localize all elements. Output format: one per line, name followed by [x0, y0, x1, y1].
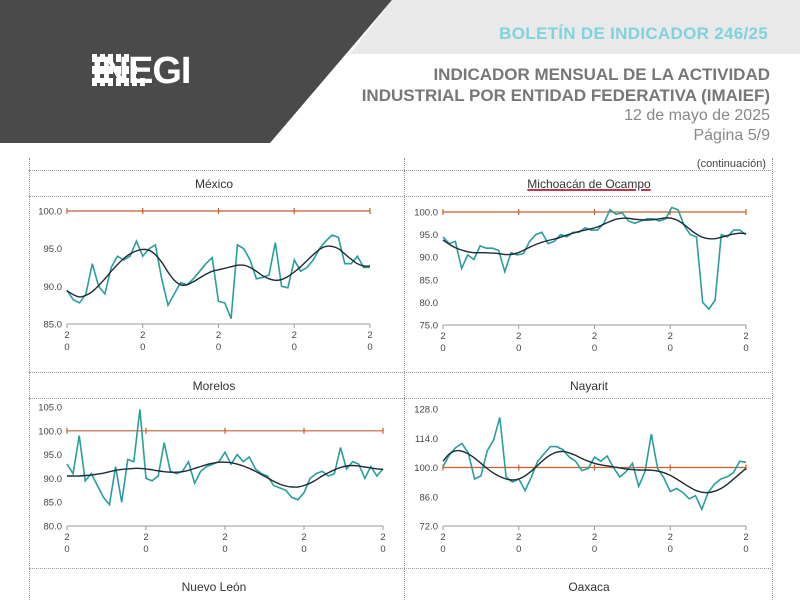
x-tick-label: 0: [143, 544, 148, 555]
y-tick-label: 95.0: [44, 244, 63, 255]
x-tick-label: 2: [216, 330, 221, 341]
y-tick-label: 80.0: [420, 298, 439, 309]
row-divider: [29, 372, 771, 373]
y-tick-label: 85.0: [44, 320, 63, 331]
logo-text: INEGI: [92, 50, 191, 92]
header-banner: [0, 0, 800, 143]
y-tick-label: 75.0: [420, 321, 439, 332]
x-tick-label: 0: [440, 343, 445, 354]
series-original: [442, 206, 747, 311]
row-divider: [29, 196, 771, 197]
x-tick-label: 0: [516, 343, 521, 354]
bulletin-number: BOLETÍN DE INDICADOR 246/25: [499, 24, 768, 43]
y-tick-label: 128.0: [414, 405, 438, 416]
chart-title-oaxaca: Oaxaca: [568, 580, 610, 594]
x-tick-label: 2: [592, 532, 597, 543]
x-tick-label: 2: [367, 330, 372, 341]
x-tick-label: 2: [64, 330, 69, 341]
series-trend: [442, 449, 747, 494]
y-tick-label: 72.0: [420, 522, 439, 533]
header-light-band: [350, 0, 800, 54]
x-tick-label: 2: [668, 532, 673, 543]
report-title-line1: INDICADOR MENSUAL DE LA ACTIVIDAD: [433, 65, 770, 84]
chart-title-mexico: México: [194, 177, 233, 191]
series-trend: [442, 217, 747, 256]
y-tick-label: 90.0: [44, 474, 63, 485]
y-tick-label: 105.0: [38, 403, 62, 414]
x-tick-label: 2: [668, 331, 673, 342]
y-tick-label: 80.0: [44, 522, 63, 533]
x-tick-label: 2: [380, 532, 385, 543]
continuation-note: (continuación): [696, 158, 766, 170]
header-shapes: [0, 0, 800, 143]
x-tick-label: 0: [668, 544, 673, 555]
chart-title-morelos: Morelos: [192, 379, 236, 393]
y-tick-label: 100.0: [38, 426, 62, 437]
y-tick-label: 100.0: [414, 463, 438, 474]
x-tick-label: 0: [380, 544, 385, 555]
x-tick-label: 2: [292, 330, 297, 341]
x-tick-label: 0: [743, 343, 748, 354]
header-dark-panel: [0, 0, 392, 143]
chart-title-nuevo-leon: Nuevo León: [181, 580, 247, 594]
report-date: 12 de mayo de 2025: [624, 107, 770, 124]
x-tick-label: 2: [516, 532, 521, 543]
x-tick-label: 0: [516, 544, 521, 555]
row-divider: [29, 170, 771, 171]
y-tick-label: 90.0: [44, 282, 63, 293]
x-tick-label: 0: [292, 342, 297, 353]
chart-title-michoacan: Michoacán de Ocampo: [527, 177, 651, 191]
x-tick-label: 0: [592, 544, 597, 555]
x-tick-label: 0: [222, 544, 227, 555]
page-number: Página 5/9: [693, 127, 770, 144]
y-tick-label: 90.0: [420, 253, 439, 264]
x-tick-label: 0: [367, 342, 372, 353]
x-tick-label: 0: [668, 343, 673, 354]
x-tick-label: 2: [140, 330, 145, 341]
y-tick-label: 100.0: [414, 208, 438, 219]
x-tick-label: 2: [143, 532, 148, 543]
row-divider: [29, 568, 771, 569]
series-trend: [66, 461, 384, 488]
x-tick-label: 0: [64, 342, 69, 353]
report-title-line2: INDUSTRIAL POR ENTIDAD FEDERATIVA (IMAIE…: [361, 86, 770, 105]
x-tick-label: 2: [516, 331, 521, 342]
row-divider: [29, 398, 771, 399]
series-original: [66, 409, 384, 507]
x-tick-label: 2: [222, 532, 227, 543]
x-tick-label: 0: [440, 544, 445, 555]
y-tick-label: 85.0: [44, 498, 63, 509]
charts-frame: [29, 158, 773, 600]
x-tick-label: 2: [440, 331, 445, 342]
y-tick-label: 86.0: [420, 492, 439, 503]
x-tick-label: 2: [743, 331, 748, 342]
y-tick-label: 100.0: [38, 207, 62, 218]
column-divider: [404, 158, 405, 600]
chart-title-nayarit: Nayarit: [569, 379, 608, 393]
x-tick-label: 0: [592, 343, 597, 354]
x-tick-label: 2: [592, 331, 597, 342]
x-tick-label: 2: [301, 532, 306, 543]
x-tick-label: 0: [301, 544, 306, 555]
x-tick-label: 2: [440, 532, 445, 543]
series-original: [442, 417, 747, 512]
x-tick-label: 0: [140, 342, 145, 353]
x-tick-label: 2: [743, 532, 748, 543]
y-tick-label: 114.0: [415, 434, 438, 445]
x-tick-label: 2: [64, 532, 69, 543]
x-tick-label: 0: [216, 342, 221, 353]
x-tick-label: 0: [743, 544, 748, 555]
y-tick-label: 95.0: [44, 450, 63, 461]
series-trend: [66, 245, 371, 298]
x-tick-label: 0: [64, 544, 69, 555]
y-tick-label: 95.0: [420, 230, 439, 241]
y-tick-label: 85.0: [420, 275, 439, 286]
inegi-logo-icon: [92, 54, 145, 86]
